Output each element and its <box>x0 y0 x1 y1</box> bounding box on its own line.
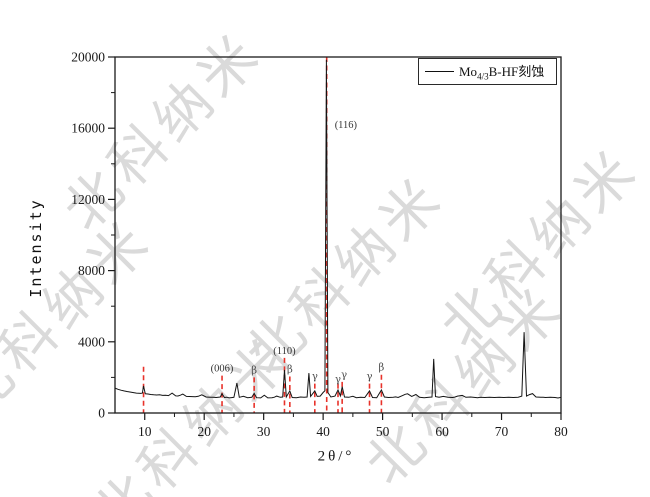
x-tick-label: 40 <box>316 424 330 439</box>
y-tick-label: 8000 <box>78 263 105 278</box>
peak-label: (006) <box>211 364 234 375</box>
peak-label: (116) <box>335 120 358 131</box>
peak-label: γ <box>312 372 318 383</box>
x-axis-title: 2θ/° <box>317 448 355 465</box>
y-tick-label: 20000 <box>71 50 105 65</box>
peak-label: γ <box>335 375 341 386</box>
xrd-curve <box>114 59 562 399</box>
peak-label: β <box>287 365 293 376</box>
legend-label: Mo4/3B-HF刻蚀 <box>459 64 545 82</box>
peak-label: β <box>251 365 257 376</box>
x-tick-label: 60 <box>435 424 449 439</box>
legend-line-sample <box>425 71 454 72</box>
plot-frame <box>114 56 562 414</box>
legend-box: Mo4/3B-HF刻蚀 <box>418 58 557 85</box>
x-tick-label: 30 <box>257 424 271 439</box>
x-tick-label: 70 <box>495 424 509 439</box>
peak-label: β <box>379 363 385 374</box>
y-axis-title: Intensity <box>27 198 45 298</box>
peak-label: γ <box>367 372 373 383</box>
x-tick-label: 20 <box>197 424 211 439</box>
x-tick-label: 10 <box>138 424 152 439</box>
x-tick-label: 50 <box>376 424 390 439</box>
y-tick-label: 16000 <box>71 121 105 136</box>
peak-label: γ <box>341 370 347 381</box>
peak-label: (110) <box>273 346 296 357</box>
y-tick-label: 0 <box>98 406 105 421</box>
y-tick-label: 4000 <box>78 334 105 349</box>
y-tick-label: 12000 <box>71 192 105 207</box>
x-tick-label: 80 <box>554 424 568 439</box>
